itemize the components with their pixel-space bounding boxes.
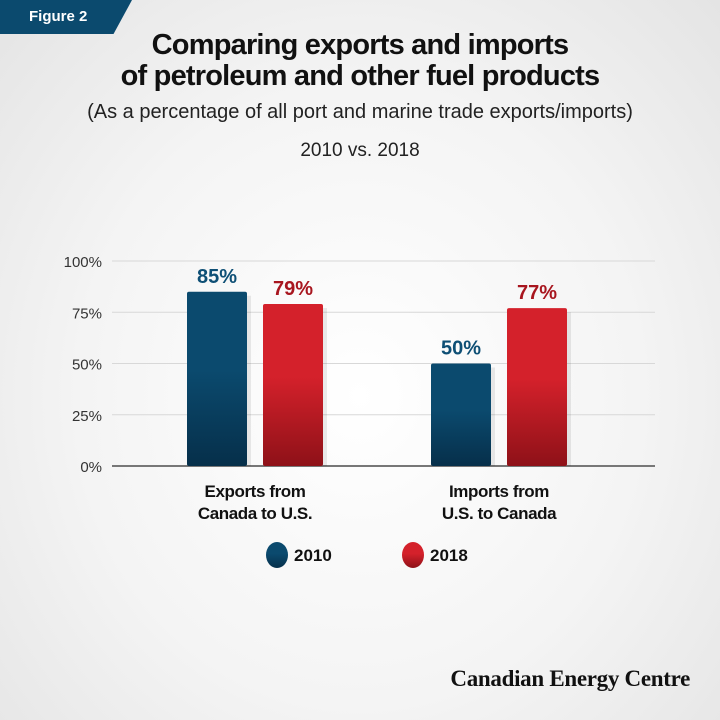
data-label: 85% (197, 266, 237, 288)
category-label: Exports from (205, 482, 306, 501)
figure-tag: Figure 2 (0, 0, 132, 34)
y-tick-label: 0% (80, 459, 102, 476)
chart-subtitle-years: 2010 vs. 2018 (300, 140, 420, 161)
legend-swatch-2018 (402, 542, 424, 568)
data-label: 77% (517, 282, 557, 304)
y-tick-label: 50% (72, 357, 102, 374)
y-tick-label: 25% (72, 408, 102, 425)
chart-title: Comparing exports and imports of petrole… (0, 30, 720, 92)
data-label: 79% (273, 278, 313, 300)
legend-swatch-2010 (266, 542, 288, 568)
figure-label: Figure 2 (29, 8, 88, 25)
y-tick-label: 100% (64, 254, 102, 271)
chart-subtitle: (As a percentage of all port and marine … (87, 101, 633, 123)
category-label: U.S. to Canada (442, 504, 557, 523)
title-line-2: of petroleum and other fuel products (120, 60, 601, 92)
title-line-1: Comparing exports and imports (151, 29, 569, 61)
legend-label: 2010 (294, 546, 332, 565)
bar-2018-imports (507, 308, 567, 466)
data-label: 50% (441, 338, 481, 360)
canadian-energy-centre-logo: Canadian Energy Centre (450, 666, 690, 691)
bar-2010-imports (431, 363, 491, 466)
legend-label: 2018 (430, 546, 468, 565)
category-label: Canada to U.S. (198, 504, 312, 523)
bar-2018-exports (263, 304, 323, 466)
bar-2010-exports (187, 291, 247, 466)
category-label: Imports from (449, 482, 549, 501)
y-tick-label: 75% (72, 305, 102, 322)
